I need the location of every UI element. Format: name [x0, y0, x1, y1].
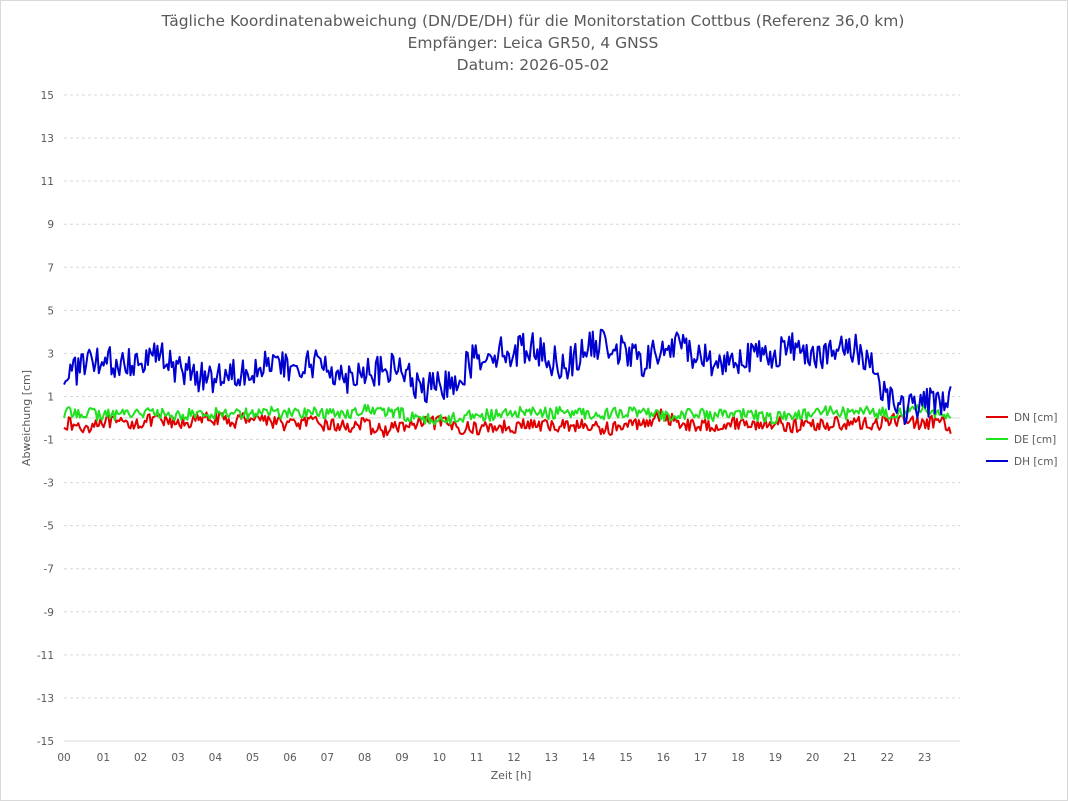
y-tick-label: 9: [47, 219, 54, 231]
y-tick-label: 5: [47, 305, 54, 317]
y-tick-label: -13: [37, 693, 54, 705]
x-tick-label: 13: [545, 752, 558, 764]
x-tick-label: 06: [283, 752, 297, 764]
chart-title-block: Tägliche Koordinatenabweichung (DN/DE/DH…: [0, 10, 1066, 76]
x-axis-ticks: 00 01 02 03 04 05 06 07 08 09 10 11 12 13 14 15 16 17 18 19…: [57, 752, 931, 764]
y-axis-title: Abweichung [cm]: [20, 370, 33, 466]
x-tick-label: 05: [246, 752, 259, 764]
legend-label-dh: DH [cm]: [1014, 456, 1058, 468]
x-axis-title: Zeit [h]: [491, 769, 532, 782]
x-tick-label: 11: [470, 752, 483, 764]
y-tick-label: 11: [41, 176, 54, 188]
y-tick-label: -1: [44, 435, 54, 447]
series-line-dn: [63, 408, 952, 438]
x-tick-label: 22: [881, 752, 894, 764]
x-tick-label: 19: [769, 752, 782, 764]
x-tick-label: 15: [619, 752, 632, 764]
x-tick-label: 09: [395, 752, 408, 764]
y-tick-label: -7: [44, 564, 54, 576]
y-tick-label: -5: [44, 521, 54, 533]
x-tick-label: 08: [358, 752, 371, 764]
y-tick-label: 7: [47, 262, 54, 274]
x-tick-label: 16: [657, 752, 671, 764]
y-tick-label: -9: [44, 607, 54, 619]
x-tick-label: 17: [694, 752, 707, 764]
x-tick-label: 21: [843, 752, 856, 764]
y-tick-label: 3: [47, 348, 54, 360]
y-tick-label: -15: [37, 736, 54, 748]
y-tick-label: -11: [37, 650, 54, 662]
x-tick-label: 12: [507, 752, 520, 764]
y-tick-label: 1: [47, 391, 54, 403]
x-tick-label: 18: [731, 752, 744, 764]
chart-title: Tägliche Koordinatenabweichung (DN/DE/DH…: [161, 12, 905, 30]
x-tick-label: 00: [57, 752, 70, 764]
x-tick-label: 14: [582, 752, 596, 764]
x-tick-label: 02: [134, 752, 147, 764]
x-tick-label: 20: [806, 752, 819, 764]
legend-label-de: DE [cm]: [1014, 434, 1056, 446]
series-line-de: [63, 402, 952, 426]
x-tick-label: 07: [321, 752, 334, 764]
x-tick-label: 03: [171, 752, 184, 764]
chart-subtitle: Empfänger: Leica GR50, 4 GNSS: [407, 34, 659, 52]
y-axis-ticks: 15 13 11 9 7 5 3 1 -1 -3 -5 -7 -9 -11 -13 -15: [37, 90, 54, 748]
x-tick-label: 04: [209, 752, 223, 764]
series-lines: [63, 328, 952, 438]
chart-date: Datum: 2026-05-02: [456, 56, 610, 74]
series-line-dh: [63, 328, 952, 425]
x-tick-label: 23: [918, 752, 931, 764]
legend-label-dn: DN [cm]: [1014, 412, 1057, 424]
legend: DN [cm] DE [cm] DH [cm]: [986, 412, 1058, 468]
x-tick-label: 10: [433, 752, 446, 764]
x-tick-label: 01: [97, 752, 110, 764]
y-tick-label: 15: [41, 90, 54, 102]
y-tick-label: -3: [44, 478, 54, 490]
grid-lines: [64, 94, 960, 742]
y-tick-label: 13: [41, 133, 54, 145]
